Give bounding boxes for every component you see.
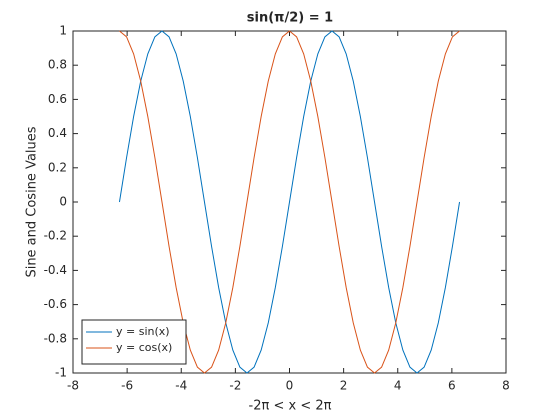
y-tick-label: -0.6 [44,297,67,311]
y-tick-label: -1 [55,366,67,380]
x-axis-label: -2π < x < 2π [249,399,332,414]
y-tick-label: -0.8 [44,331,67,345]
y-tick-label: 1 [59,24,67,38]
y-tick-label: -0.4 [44,263,67,277]
y-tick-label: 0.4 [48,126,67,140]
legend-label: y = cos(x) [116,341,172,354]
x-tick-label: 0 [286,379,294,393]
x-tick-label: -2 [229,379,241,393]
series-line [118,30,461,374]
x-tick-label: 6 [448,379,456,393]
chart-title: sin(π/2) = 1 [247,11,333,26]
x-tick-label: -8 [67,379,79,393]
y-tick-label: 0.8 [48,58,67,72]
legend-box [81,319,187,365]
x-tick-label: 8 [502,379,510,393]
x-tick-label: 2 [340,379,348,393]
x-tick-label: -4 [175,379,187,393]
x-tick-label: -6 [121,379,133,393]
y-tick-label: 0 [59,195,67,209]
y-axis-label: Sine and Cosine Values [25,126,40,277]
series-line [119,30,460,374]
y-tick-label: 0.2 [48,160,67,174]
legend-label: y = sin(x) [116,325,170,338]
y-tick-label: -0.2 [44,229,67,243]
x-tick-label: 4 [394,379,402,393]
y-tick-label: 0.6 [48,92,67,106]
